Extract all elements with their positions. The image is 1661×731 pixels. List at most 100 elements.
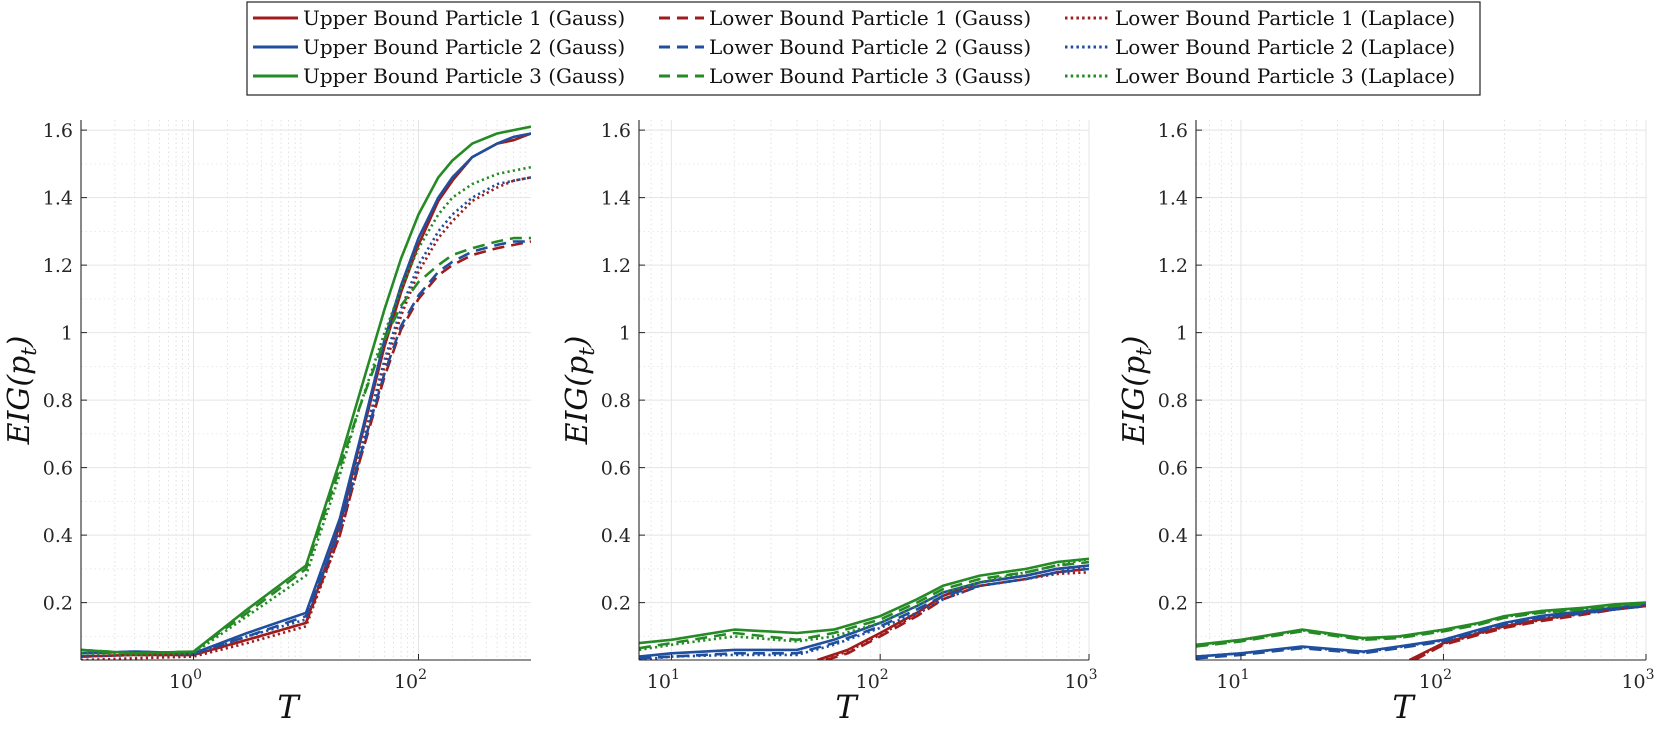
y-axis-label-main: EIG(p (560, 356, 595, 446)
series-line-lower-bound-particle-3-laplace (639, 557, 1089, 652)
series-line-lower-bound-particle-3-laplace (81, 165, 531, 657)
y-tick-label: 1 (1176, 323, 1188, 345)
x-tick-exponent: 1 (1241, 667, 1250, 683)
y-tick-label: 1.2 (601, 255, 631, 277)
series-line-lower-bound-particle-2-laplace (639, 564, 1089, 660)
x-tick-label: 101 (647, 667, 680, 693)
y-tick-label: 1 (619, 323, 631, 345)
legend-label: Lower Bound Particle 2 (Laplace) (1115, 35, 1455, 59)
series-line-lower-bound-particle-2-gauss (1196, 604, 1646, 660)
legend-label: Lower Bound Particle 3 (Laplace) (1115, 64, 1455, 88)
series-line-lower-bound-particle-1-laplace (81, 176, 531, 660)
legend-label: Lower Bound Particle 1 (Laplace) (1115, 6, 1455, 30)
legend-label: Upper Bound Particle 2 (Gauss) (303, 35, 625, 59)
y-axis-label: EIG(pt) (1117, 336, 1156, 446)
legend-label: Lower Bound Particle 2 (Gauss) (709, 35, 1031, 59)
series-group (1196, 601, 1646, 660)
x-tick-base: 10 (856, 671, 880, 693)
x-tick-base: 10 (394, 671, 418, 693)
series-line-upper-bound-particle-3-gauss (1196, 601, 1646, 647)
y-axis-label-close: ) (2, 336, 37, 349)
series-line-upper-bound-particle-2-gauss (1196, 603, 1646, 658)
series-line-upper-bound-particle-2-gauss (81, 132, 531, 655)
x-tick-label: 100 (169, 667, 202, 693)
x-tick-base: 10 (1064, 671, 1088, 693)
x-tick-exponent: 3 (1089, 667, 1098, 683)
series-line-lower-bound-particle-3-gauss (81, 236, 531, 655)
y-tick-label: 0.4 (43, 525, 73, 547)
series-line-lower-bound-particle-3-gauss (1196, 603, 1646, 648)
y-axis-label-main: EIG(p (1117, 356, 1152, 446)
y-tick-label: 0.2 (1158, 593, 1188, 615)
y-axis-label: EIG(pt) (560, 336, 599, 446)
x-tick-exponent: 0 (193, 667, 202, 683)
x-tick-exponent: 3 (1646, 667, 1655, 683)
y-tick-label: 1.6 (43, 120, 73, 142)
x-axis-label: T (1392, 688, 1416, 726)
series-line-upper-bound-particle-3-gauss (81, 125, 531, 655)
x-tick-exponent: 2 (1443, 667, 1452, 683)
x-tick-label: 102 (1419, 667, 1452, 693)
legend-label: Upper Bound Particle 1 (Gauss) (303, 6, 625, 30)
y-tick-label: 0.4 (1158, 525, 1188, 547)
legend-label: Lower Bound Particle 3 (Gauss) (709, 64, 1031, 88)
series-line-lower-bound-particle-1-gauss (1413, 604, 1646, 660)
y-tick-label: 1.4 (43, 188, 73, 210)
series-line-upper-bound-particle-3-gauss (639, 557, 1089, 645)
y-tick-label: 0.4 (601, 525, 631, 547)
y-axis-label-subscript: t (17, 347, 41, 356)
y-tick-label: 1.4 (601, 188, 631, 210)
y-tick-label: 0.2 (43, 593, 73, 615)
y-axis-label-main: EIG(p (2, 356, 37, 446)
series-line-lower-bound-particle-2-laplace (81, 176, 531, 658)
grid (639, 120, 1090, 660)
x-tick-base: 10 (1621, 671, 1645, 693)
y-tick-label: 0.6 (601, 458, 631, 480)
y-tick-label: 1.2 (1158, 255, 1188, 277)
x-axis-label: T (277, 688, 301, 726)
series-group (81, 125, 531, 660)
x-tick-exponent: 2 (418, 667, 427, 683)
grid (1196, 120, 1647, 660)
y-tick-label: 1 (61, 323, 73, 345)
legend: Upper Bound Particle 1 (Gauss) Lower Boun… (246, 1, 1481, 96)
y-axis-label-subscript: t (1132, 347, 1156, 356)
y-tick-label: 1.6 (601, 120, 631, 142)
x-tick-exponent: 2 (880, 667, 889, 683)
y-tick-label: 1.2 (43, 255, 73, 277)
y-axis-label-close: ) (1117, 336, 1152, 349)
x-tick-label: 103 (1621, 667, 1654, 693)
y-tick-label: 0.8 (43, 390, 73, 412)
y-tick-label: 1.4 (1158, 188, 1188, 210)
series-line-lower-bound-particle-2-gauss (81, 240, 531, 655)
y-tick-label: 0.2 (601, 593, 631, 615)
legend-label: Upper Bound Particle 3 (Gauss) (303, 64, 625, 88)
y-axis-label-subscript: t (575, 347, 599, 356)
x-tick-label: 103 (1064, 667, 1097, 693)
y-tick-label: 0.6 (43, 458, 73, 480)
y-tick-label: 1.6 (1158, 120, 1188, 142)
x-tick-base: 10 (1216, 671, 1240, 693)
x-tick-base: 10 (647, 671, 671, 693)
y-axis-label-close: ) (560, 336, 595, 349)
x-tick-base: 10 (1419, 671, 1443, 693)
series-line-lower-bound-particle-1-gauss (81, 240, 531, 658)
legend-label: Lower Bound Particle 1 (Gauss) (709, 6, 1031, 30)
y-tick-label: 0.8 (1158, 390, 1188, 412)
grid (81, 120, 531, 660)
y-tick-label: 0.8 (601, 390, 631, 412)
series-group (639, 557, 1089, 660)
y-axis-label: EIG(pt) (2, 336, 41, 446)
x-tick-label: 101 (1216, 667, 1249, 693)
legend-box (246, 1, 1481, 96)
x-tick-label: 102 (856, 667, 889, 693)
x-tick-base: 10 (169, 671, 193, 693)
